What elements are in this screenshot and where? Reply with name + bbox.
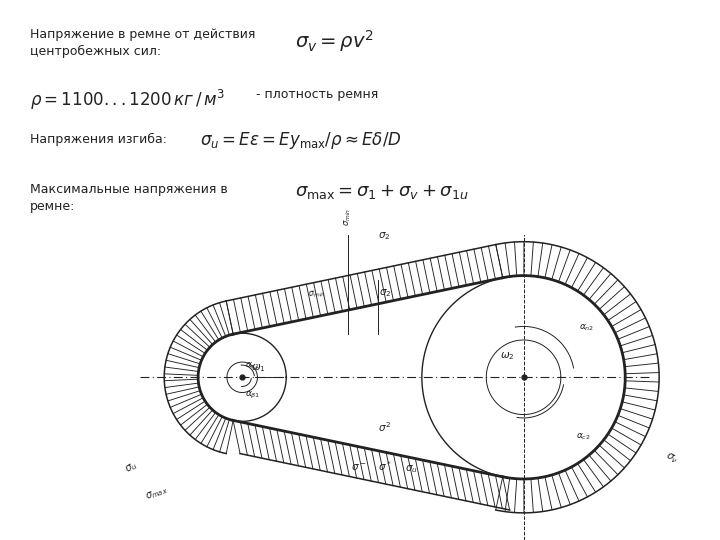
Text: $\sigma_u$: $\sigma_u$ — [405, 463, 418, 475]
Text: Максимальные напряжения в
ремне:: Максимальные напряжения в ремне: — [30, 183, 228, 213]
Text: $\rho = 1100...1200\,кг\,/\,м^3$: $\rho = 1100...1200\,кг\,/\,м^3$ — [30, 88, 225, 112]
Text: $\sigma_v = \rho v^2$: $\sigma_v = \rho v^2$ — [295, 28, 374, 54]
Text: $\sigma_u$: $\sigma_u$ — [124, 460, 140, 476]
Text: $\alpha_{c1}$: $\alpha_{c1}$ — [245, 360, 260, 370]
Text: $\alpha_{c2}$: $\alpha_{c2}$ — [577, 431, 591, 442]
Text: $\omega_2$: $\omega_2$ — [500, 350, 514, 362]
Text: $\sigma_2$: $\sigma_2$ — [378, 230, 390, 241]
Text: $\sigma_\nu$: $\sigma_\nu$ — [662, 449, 679, 466]
Text: $\sigma_u = E\varepsilon = Ey_{\mathrm{max}}/\rho \approx E\delta/D$: $\sigma_u = E\varepsilon = Ey_{\mathrm{m… — [200, 130, 402, 151]
Text: $\sigma_2$: $\sigma_2$ — [379, 287, 391, 299]
Text: $\sigma^-$: $\sigma^-$ — [351, 462, 367, 473]
Text: $\sigma^2$: $\sigma^2$ — [378, 421, 391, 434]
Text: $\sigma^*$: $\sigma^*$ — [378, 460, 392, 473]
Text: $\sigma_{\mathrm{max}} = \sigma_1 + \sigma_v + \sigma_{1u}$: $\sigma_{\mathrm{max}} = \sigma_1 + \sig… — [295, 183, 469, 201]
Text: $\sigma_{max}$: $\sigma_{max}$ — [144, 484, 170, 503]
Text: Напряжение в ремне от действия
центробежных сил:: Напряжение в ремне от действия центробеж… — [30, 28, 256, 58]
Text: $\alpha_{\beta 1}$: $\alpha_{\beta 1}$ — [245, 390, 261, 401]
Text: $\sigma_{min}$: $\sigma_{min}$ — [343, 208, 353, 226]
Text: $\sigma_{min}$: $\sigma_{min}$ — [308, 288, 326, 300]
Text: - плотность ремня: - плотность ремня — [252, 88, 378, 101]
Text: $\omega_1$: $\omega_1$ — [251, 362, 266, 374]
Text: Напряжения изгиба:: Напряжения изгиба: — [30, 133, 167, 146]
Text: $\alpha_{n2}$: $\alpha_{n2}$ — [580, 323, 595, 333]
